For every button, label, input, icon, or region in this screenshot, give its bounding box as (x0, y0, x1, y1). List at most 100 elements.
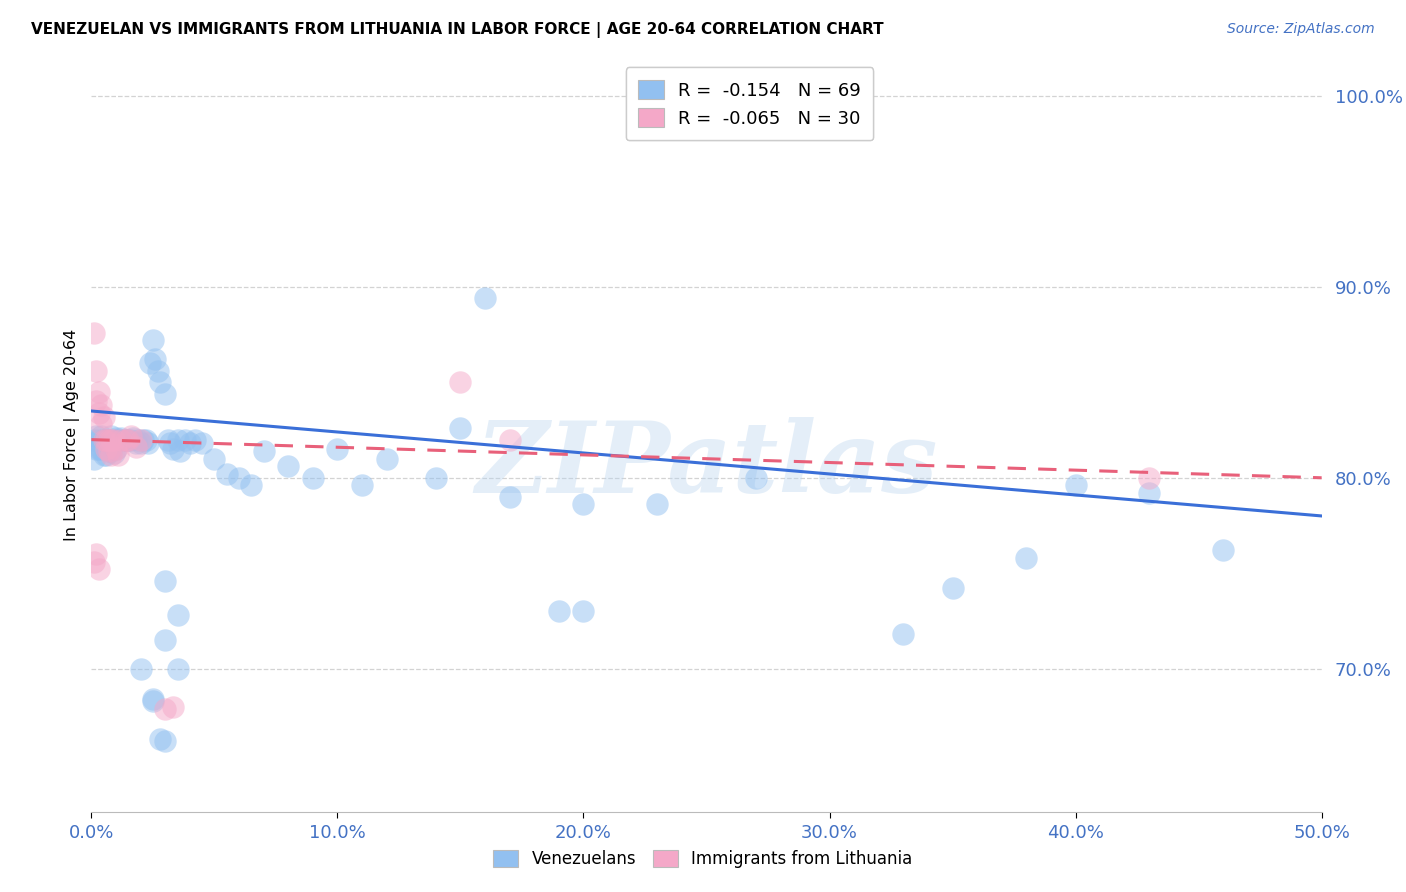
Point (136, 436, 159, 450)
Point (107, 448, 129, 462)
Point (87, 433, 110, 447)
Point (96, 433, 117, 447)
Point (301, 471, 323, 485)
Point (572, 498, 595, 512)
Point (162, 699, 184, 714)
Point (93, 448, 115, 462)
Point (202, 451, 225, 466)
Point (253, 444, 276, 458)
Point (1139, 471, 1161, 485)
Point (120, 433, 142, 447)
Point (1212, 543, 1234, 558)
Point (146, 364, 169, 378)
Point (159, 436, 181, 450)
Point (277, 459, 299, 474)
Point (153, 387, 177, 401)
Point (87, 406, 110, 420)
Point (142, 694, 165, 708)
Point (326, 442, 349, 457)
Point (87, 442, 110, 457)
Point (169, 444, 191, 458)
Point (93, 433, 115, 447)
Point (572, 604, 595, 618)
Point (891, 627, 914, 641)
Point (93, 409, 115, 424)
Point (166, 433, 188, 447)
Point (97, 444, 120, 458)
Point (179, 436, 201, 450)
Point (83, 555, 105, 569)
Point (1064, 478, 1087, 492)
Point (129, 433, 152, 447)
Point (645, 498, 669, 512)
Point (124, 440, 146, 454)
Point (139, 356, 162, 370)
Point (96, 448, 117, 462)
Point (96, 433, 117, 447)
Point (112, 433, 135, 447)
Point (105, 431, 127, 445)
Point (100, 429, 122, 443)
Point (1139, 486, 1161, 500)
Point (129, 436, 152, 450)
Point (425, 471, 447, 485)
Point (375, 451, 398, 466)
Point (153, 734, 177, 748)
Point (90, 442, 112, 457)
Point (352, 478, 374, 492)
Point (149, 376, 172, 390)
Point (103, 433, 125, 447)
Y-axis label: In Labor Force | Age 20-64: In Labor Force | Age 20-64 (65, 329, 80, 541)
Point (93, 433, 115, 447)
Point (449, 421, 471, 435)
Point (120, 429, 142, 443)
Point (117, 433, 139, 447)
Point (86, 442, 108, 457)
Point (86, 364, 108, 378)
Point (174, 433, 197, 447)
Point (83, 326, 105, 340)
Point (100, 448, 122, 462)
Point (90, 398, 112, 412)
Point (547, 604, 569, 618)
Point (1015, 550, 1038, 565)
Point (191, 436, 214, 450)
Point (215, 467, 238, 481)
Point (745, 471, 768, 485)
Point (103, 446, 125, 460)
Point (240, 478, 263, 492)
Point (117, 433, 139, 447)
Point (156, 433, 179, 447)
Point (87, 562, 110, 576)
Point (107, 433, 129, 447)
Point (86, 394, 108, 409)
Point (132, 433, 155, 447)
Point (86, 429, 108, 443)
Text: Source: ZipAtlas.com: Source: ZipAtlas.com (1227, 22, 1375, 37)
Point (166, 608, 188, 623)
Point (135, 433, 156, 447)
Point (153, 632, 177, 647)
Point (153, 574, 177, 588)
Text: VENEZUELAN VS IMMIGRANTS FROM LITHUANIA IN LABOR FORCE | AGE 20-64 CORRELATION C: VENEZUELAN VS IMMIGRANTS FROM LITHUANIA … (31, 22, 883, 38)
Point (87, 384, 110, 399)
Point (105, 442, 127, 457)
Point (142, 334, 165, 348)
Point (124, 436, 146, 450)
Text: ZIPatlas: ZIPatlas (475, 417, 938, 513)
Point (127, 433, 149, 447)
Point (498, 490, 520, 504)
Point (103, 433, 125, 447)
Point (114, 433, 138, 447)
Point (97, 433, 120, 447)
Point (228, 471, 250, 485)
Legend: Venezuelans, Immigrants from Lithuania: Venezuelans, Immigrants from Lithuania (486, 843, 920, 875)
Point (96, 442, 117, 457)
Point (97, 444, 120, 458)
Point (183, 433, 207, 447)
Point (166, 662, 188, 676)
Point (105, 442, 127, 457)
Point (90, 417, 112, 432)
Point (110, 433, 132, 447)
Point (129, 662, 152, 676)
